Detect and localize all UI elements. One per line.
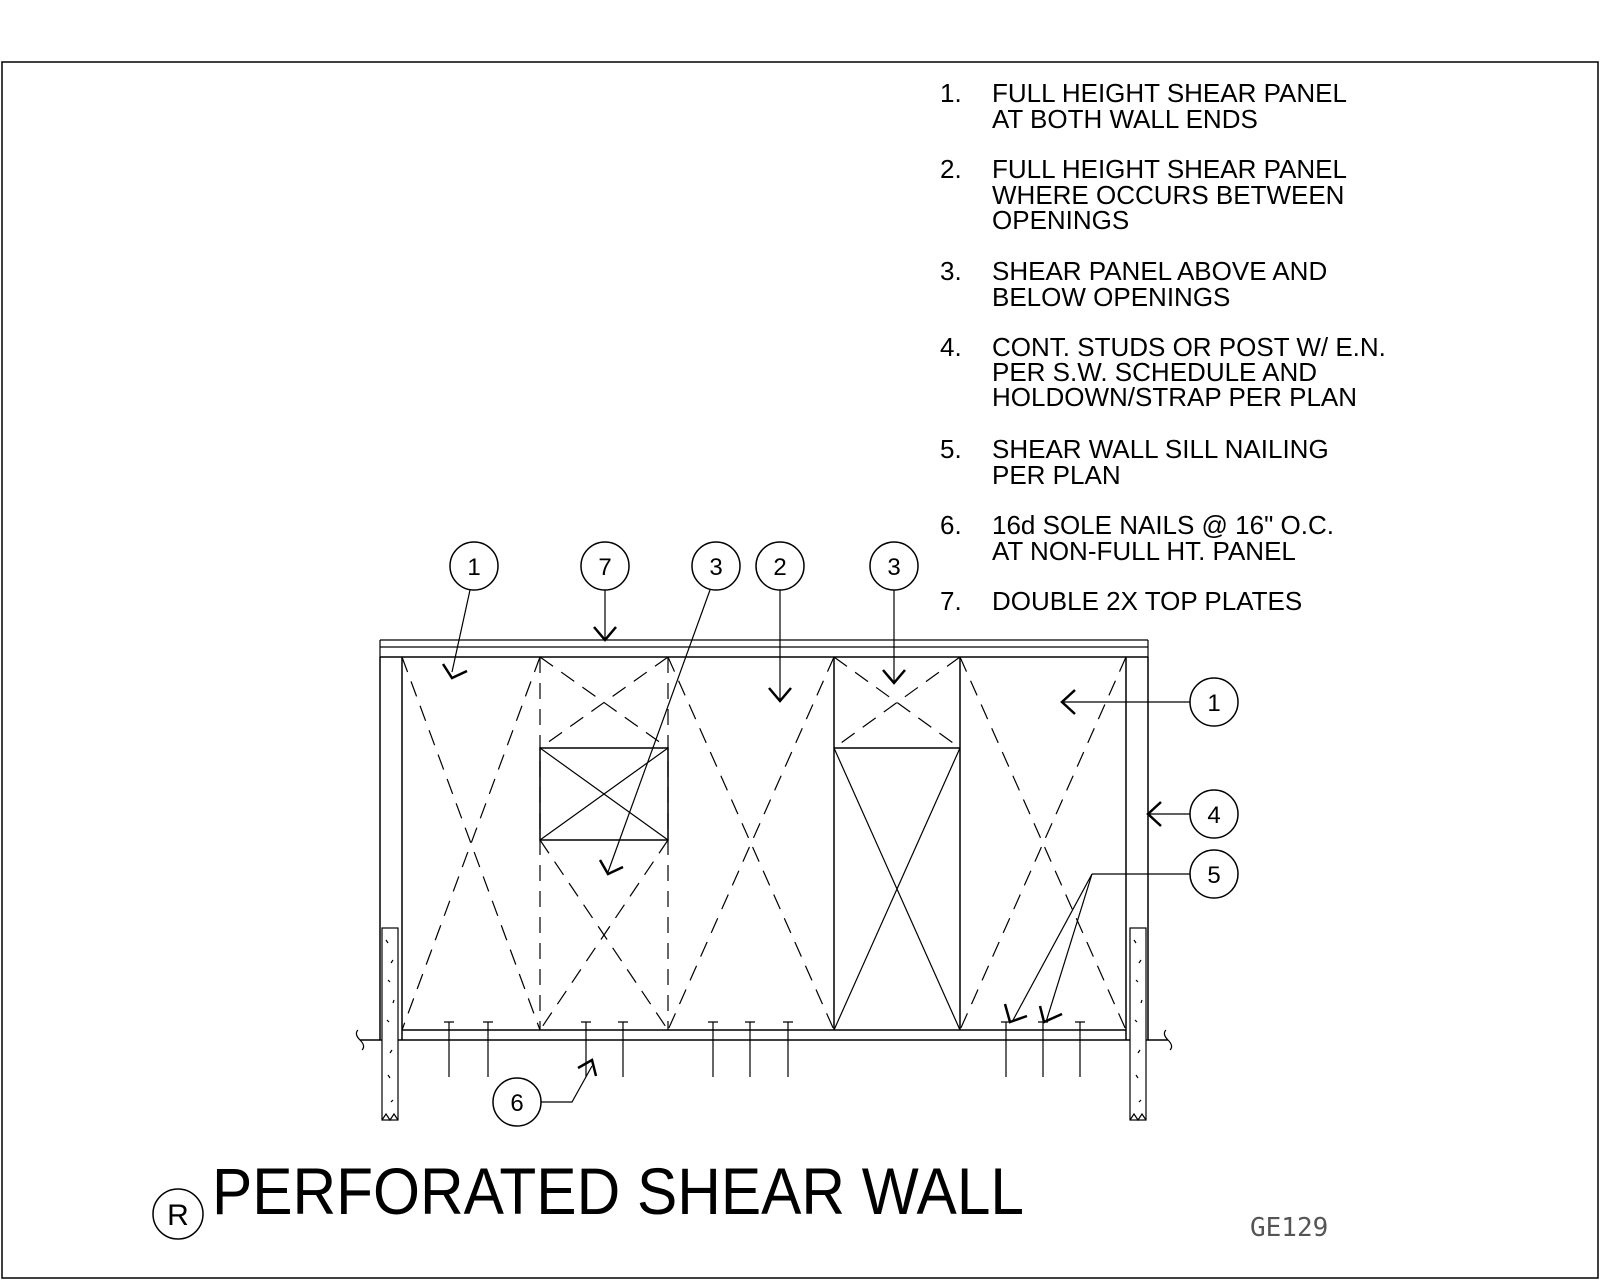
- callout-right-1: 1: [1060, 677, 1239, 727]
- callout-label: 5: [1207, 862, 1220, 889]
- callout-label: 2: [773, 554, 786, 581]
- callout-top-3a: 3: [598, 541, 741, 876]
- notes-list: 1. FULL HEIGHT SHEAR PANEL AT BOTH WALL …: [940, 78, 1386, 616]
- shear-panel-middle: [667, 656, 835, 1031]
- wall-elevation: [355, 639, 1173, 1122]
- top-plates: [379, 639, 1149, 658]
- sole-nails: [444, 1021, 1085, 1077]
- note-text: FULL HEIGHT SHEAR PANEL: [992, 78, 1347, 108]
- note-number: 3.: [940, 256, 962, 286]
- note-text: AT NON-FULL HT. PANEL: [992, 536, 1296, 566]
- note-number: 6.: [940, 510, 962, 540]
- shear-panel-right: [959, 656, 1127, 1031]
- end-posts: [379, 657, 1149, 1040]
- callout-top-2: 2: [755, 541, 805, 703]
- note-7: 7. DOUBLE 2X TOP PLATES: [940, 586, 1302, 616]
- note-text: 16d SOLE NAILS @ 16" O.C.: [992, 510, 1334, 540]
- detail-mark-letter: R: [167, 1199, 189, 1232]
- note-text: PER S.W. SCHEDULE AND: [992, 357, 1317, 387]
- callout-label: 4: [1207, 802, 1220, 829]
- callout-right-5: 5: [1003, 849, 1239, 1024]
- note-number: 4.: [940, 332, 962, 362]
- note-number: 7.: [940, 586, 962, 616]
- detail-mark: R: [152, 1188, 204, 1240]
- door-opening: [833, 656, 961, 1031]
- note-text: WHERE OCCURS BETWEEN: [992, 180, 1344, 210]
- callout-label: 1: [467, 554, 480, 581]
- callout-top-1: 1: [441, 541, 499, 680]
- callout-label: 7: [598, 554, 611, 581]
- note-5: 5. SHEAR WALL SILL NAILING PER PLAN: [940, 434, 1329, 490]
- callout-right-4: 4: [1146, 789, 1239, 839]
- window-opening-1: [539, 656, 669, 1031]
- note-1: 1. FULL HEIGHT SHEAR PANEL AT BOTH WALL …: [940, 78, 1347, 134]
- callout-top-7: 7: [580, 541, 630, 642]
- note-text: SHEAR WALL SILL NAILING: [992, 434, 1329, 464]
- callout-label: 6: [510, 1090, 523, 1117]
- note-text: BELOW OPENINGS: [992, 282, 1230, 312]
- note-text: SHEAR PANEL ABOVE AND: [992, 256, 1327, 286]
- sheet-border: [1, 61, 1599, 1279]
- right-concrete-post: [1129, 927, 1147, 1121]
- drawing-code: GE129: [1250, 1213, 1328, 1243]
- note-text: CONT. STUDS OR POST W/ E.N.: [992, 332, 1386, 362]
- callout-top-3b: 3: [869, 541, 919, 685]
- note-2: 2. FULL HEIGHT SHEAR PANEL WHERE OCCURS …: [940, 154, 1347, 235]
- callout-label: 1: [1207, 690, 1220, 717]
- callout-label: 3: [709, 554, 722, 581]
- note-text: AT BOTH WALL ENDS: [992, 104, 1258, 134]
- note-number: 2.: [940, 154, 962, 184]
- drawing-title: PERFORATED SHEAR WALL: [212, 1154, 1024, 1228]
- note-text: OPENINGS: [992, 205, 1129, 235]
- note-3: 3. SHEAR PANEL ABOVE AND BELOW OPENINGS: [940, 256, 1327, 312]
- note-number: 1.: [940, 78, 962, 108]
- note-4: 4. CONT. STUDS OR POST W/ E.N. PER S.W. …: [940, 332, 1386, 412]
- sole-plate: [402, 1029, 1126, 1041]
- callout-label: 3: [887, 554, 900, 581]
- note-number: 5.: [940, 434, 962, 464]
- foundation: [355, 927, 1173, 1122]
- callout-bottom-6: 6: [492, 1058, 598, 1127]
- note-text: FULL HEIGHT SHEAR PANEL: [992, 154, 1347, 184]
- note-text: PER PLAN: [992, 460, 1121, 490]
- note-text: DOUBLE 2X TOP PLATES: [992, 586, 1302, 616]
- note-6: 6. 16d SOLE NAILS @ 16" O.C. AT NON-FULL…: [940, 510, 1334, 566]
- left-concrete-post: [381, 927, 399, 1121]
- shear-panel-left: [401, 656, 541, 1031]
- note-text: HOLDOWN/STRAP PER PLAN: [992, 382, 1357, 412]
